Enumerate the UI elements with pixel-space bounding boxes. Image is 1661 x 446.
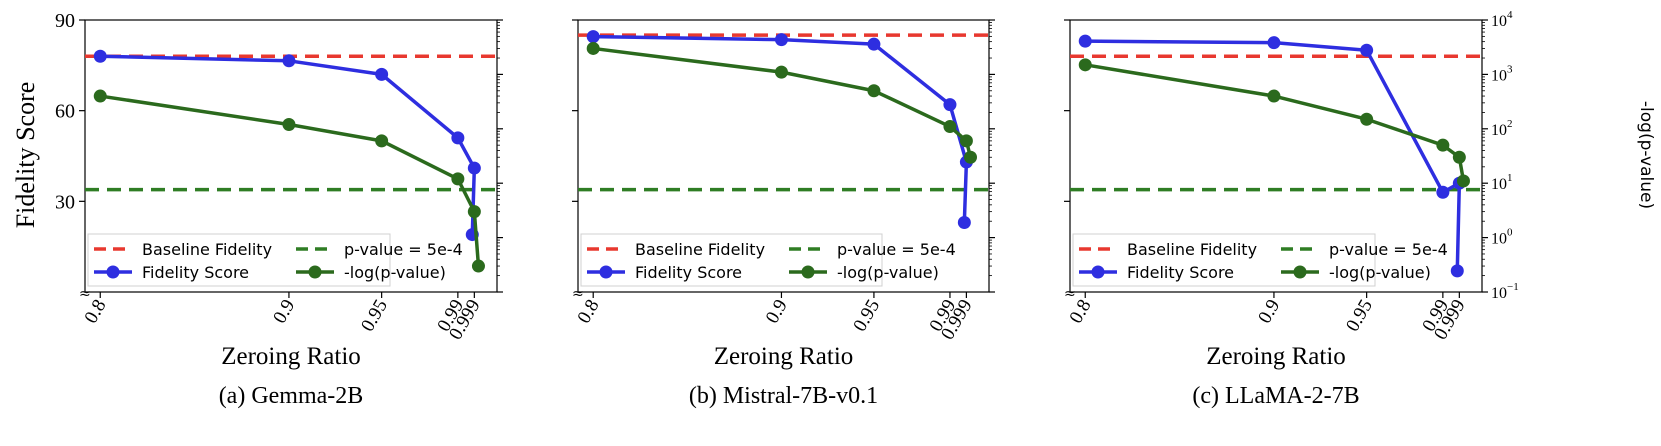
x-tick-label: 0.95 <box>849 296 884 335</box>
y2-tick-label: 103 <box>1491 63 1513 84</box>
legend-label: Baseline Fidelity <box>1127 240 1257 259</box>
fidelity-series-line <box>100 54 477 235</box>
x-tick-label: 0.9 <box>1254 296 1284 327</box>
legend-label: p-value = 5e-4 <box>1329 240 1448 259</box>
pvalue-point <box>471 259 485 273</box>
fidelity-series-line <box>593 34 969 223</box>
pvalue-point <box>93 89 107 103</box>
y-axis-label-right: -log(p-value) <box>1636 101 1656 209</box>
y-tick-label: 60 <box>55 101 75 123</box>
axis-break-marker: ≈ <box>572 286 584 302</box>
fidelity-point <box>1078 34 1092 48</box>
x-axis-label: Zeroing Ratio <box>221 343 361 370</box>
pvalue-point <box>1452 150 1466 164</box>
panel-caption: (b) Mistral-7B-v0.1 <box>689 383 878 409</box>
fidelity-point <box>1436 185 1450 199</box>
pvalue-point <box>964 150 978 164</box>
legend-label: Baseline Fidelity <box>142 240 272 259</box>
fidelity-series-line <box>1085 39 1462 271</box>
legend-label: Fidelity Score <box>1127 263 1234 282</box>
fidelity-point <box>1360 43 1374 57</box>
y2-tick-label: 102 <box>1491 118 1513 139</box>
fidelity-point <box>867 37 881 51</box>
x-tick-label: 0.95 <box>1342 296 1377 335</box>
pvalue-point <box>1267 89 1281 103</box>
pvalue-point <box>451 172 465 186</box>
fidelity-point <box>451 131 465 145</box>
fidelity-point <box>957 215 971 229</box>
pvalue-point <box>1456 174 1470 188</box>
legend-marker <box>599 265 613 279</box>
legend-marker <box>106 265 120 279</box>
pvalue-point <box>1078 58 1092 72</box>
legend-marker <box>1091 265 1105 279</box>
plot-frame <box>84 19 498 293</box>
pvalue-point <box>375 134 389 148</box>
y2-tick-label: 100 <box>1491 227 1513 248</box>
fidelity-point <box>375 67 389 81</box>
pvalue-point <box>467 205 481 219</box>
fidelity-point <box>774 33 788 47</box>
pvalue-point <box>1436 138 1450 152</box>
plot-frame <box>1069 19 1483 293</box>
legend-label: -log(p-value) <box>344 263 446 282</box>
fidelity-point <box>586 30 600 44</box>
pvalue-series-line <box>99 94 481 267</box>
y2-tick-label: 104 <box>1491 9 1513 30</box>
pvalue-point <box>1360 112 1374 126</box>
x-tick-label: 0.95 <box>357 296 392 335</box>
pvalue-point <box>774 65 788 79</box>
axis-break-marker: ≈ <box>1064 286 1076 302</box>
legend-label: -log(p-value) <box>1329 263 1431 282</box>
y-tick-label: 90 <box>55 10 75 32</box>
fidelity-point <box>1450 264 1464 278</box>
y2-tick-label: 101 <box>1491 172 1513 193</box>
legend-label: Baseline Fidelity <box>635 240 765 259</box>
pvalue-point <box>959 134 973 148</box>
pvalue-series-line <box>592 46 973 158</box>
legend-label: p-value = 5e-4 <box>837 240 956 259</box>
y2-tick-label: 10−1 <box>1491 281 1519 302</box>
legend-label: p-value = 5e-4 <box>344 240 463 259</box>
legend-box <box>1072 233 1376 287</box>
legend-box <box>87 233 391 287</box>
legend-label: -log(p-value) <box>837 263 939 282</box>
legend-marker <box>1293 265 1307 279</box>
legend-marker <box>801 265 815 279</box>
pvalue-point <box>943 120 957 134</box>
plot-frame <box>577 19 990 293</box>
panel-caption: (a) Gemma-2B <box>219 383 364 409</box>
fidelity-point <box>93 49 107 63</box>
fidelity-point <box>282 54 296 68</box>
fidelity-point <box>467 161 481 175</box>
legend-marker <box>308 265 322 279</box>
x-axis-label: Zeroing Ratio <box>1206 343 1346 370</box>
pvalue-point <box>586 41 600 55</box>
y-axis-label-left: Fidelity Score <box>11 82 40 229</box>
axis-break-marker: ≈ <box>79 286 91 302</box>
fidelity-point <box>1267 36 1281 50</box>
x-axis-label: Zeroing Ratio <box>714 343 854 370</box>
legend-box <box>580 233 883 287</box>
panel-caption: (c) LLaMA-2-7B <box>1192 383 1359 409</box>
pvalue-point <box>867 84 881 98</box>
legend-label: Fidelity Score <box>635 263 742 282</box>
pvalue-point <box>282 117 296 131</box>
x-tick-label: 0.9 <box>762 296 792 327</box>
fidelity-point <box>943 98 957 112</box>
y-tick-label: 30 <box>55 191 75 213</box>
legend-label: Fidelity Score <box>142 263 249 282</box>
x-tick-label: 0.9 <box>269 296 299 327</box>
